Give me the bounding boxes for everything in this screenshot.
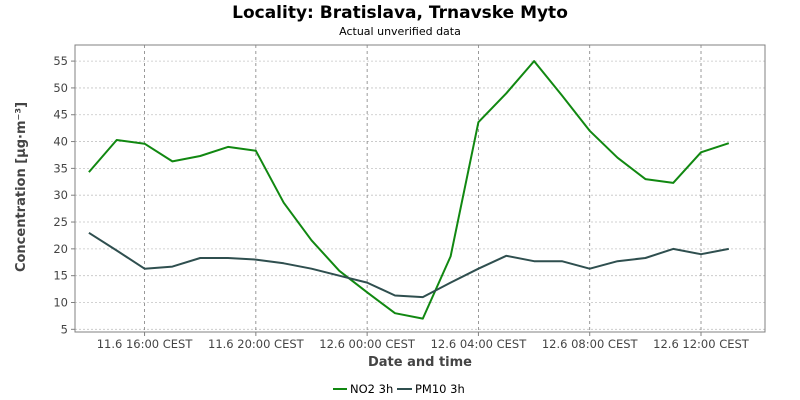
chart-title: Locality: Bratislava, Trnavske Myto [232, 3, 568, 23]
series [88, 60, 730, 320]
grid [75, 45, 765, 332]
y-tick-label: 55 [53, 54, 68, 68]
x-tick-label: 12.6 04:00 CEST [431, 337, 528, 351]
series-line-no2-3h [88, 60, 730, 320]
series-line-pm10-3h [88, 231, 729, 299]
y-tick-label: 10 [53, 295, 68, 309]
y-tick-label: 20 [53, 242, 68, 256]
y-axis: 5 10 15 20 25 30 35 40 45 50 55 [53, 54, 75, 336]
x-tick-label: 11.6 16:00 CEST [97, 337, 194, 351]
y-tick-label: 25 [53, 215, 68, 229]
legend-label: PM10 3h [415, 382, 465, 396]
y-tick-label: 35 [53, 161, 68, 175]
y-tick-label: 30 [53, 188, 68, 202]
x-tick-label: 12.6 00:00 CEST [319, 337, 416, 351]
legend: NO2 3h PM10 3h [333, 382, 465, 396]
y-tick-label: 15 [53, 269, 68, 283]
y-tick-label: 40 [53, 135, 68, 149]
x-axis: 11.6 16:00 CEST 11.6 20:00 CEST 12.6 00:00… [97, 332, 750, 351]
x-tick-label: 11.6 20:00 CEST [208, 337, 305, 351]
y-tick-label: 50 [53, 81, 68, 95]
plot-area [74, 44, 766, 333]
legend-label: NO2 3h [350, 382, 393, 396]
y-tick-label: 45 [53, 108, 68, 122]
x-axis-title: Date and time [368, 355, 472, 370]
y-axis-title: Concentration [µg·m⁻³] [14, 102, 29, 272]
y-tick-label: 5 [61, 322, 68, 336]
x-tick-label: 12.6 08:00 CEST [542, 337, 639, 351]
chart-subtitle: Actual unverified data [339, 25, 461, 38]
x-tick-label: 12.6 12:00 CEST [653, 337, 750, 351]
